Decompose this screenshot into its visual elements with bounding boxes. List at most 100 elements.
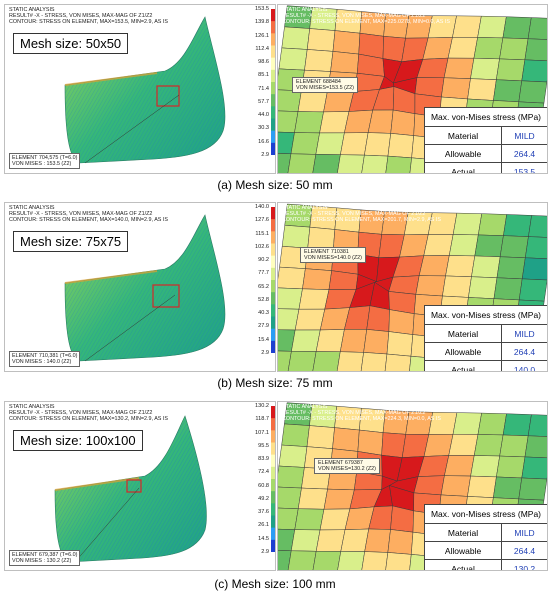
mesh-element bbox=[493, 277, 523, 301]
mesh-element bbox=[278, 444, 308, 468]
legend-tick-label: 16.6 bbox=[258, 138, 269, 145]
mesh-element bbox=[340, 528, 370, 552]
mesh-element bbox=[312, 550, 342, 570]
mesh-element bbox=[422, 37, 453, 60]
legend-tick-label: 71.4 bbox=[258, 85, 269, 92]
element-callout: ELEMENT 679387 VON MISES=130.2 (Z2) bbox=[314, 458, 380, 474]
legend-swatch bbox=[271, 418, 275, 431]
zoom-header: STATIC ANALYSIS RESULT# -X - STRESS, VON … bbox=[282, 205, 441, 223]
legend-tick-label: 44.0 bbox=[258, 112, 269, 119]
result-panel-a: STATIC ANALYSIS RESULT# -X - STRESS, VON … bbox=[4, 4, 548, 174]
mesh-element bbox=[468, 276, 498, 299]
mesh-element bbox=[477, 15, 507, 39]
legend-swatch bbox=[271, 82, 275, 95]
legend-swatch bbox=[271, 118, 275, 131]
legend-swatch bbox=[271, 304, 275, 317]
mesh-element bbox=[390, 109, 416, 136]
legend-swatch bbox=[271, 539, 275, 552]
mesh-element bbox=[415, 275, 446, 297]
mesh-size-label: Mesh size: 50x50 bbox=[13, 33, 129, 54]
mesh-element bbox=[312, 351, 341, 371]
highlight-box bbox=[156, 85, 180, 107]
analysis-header: STATIC ANALYSIS RESULT# -X - STRESS, VON … bbox=[9, 7, 168, 25]
legend-swatch bbox=[271, 243, 275, 256]
mesh-element bbox=[278, 47, 308, 71]
mesh-element bbox=[447, 37, 478, 59]
legend-tick-label: 2.9 bbox=[261, 350, 269, 356]
legend-swatch bbox=[271, 142, 275, 155]
legend-swatch bbox=[271, 267, 275, 281]
legend-tick-label: 130.2 bbox=[255, 403, 269, 409]
table-row: Allowable 264.4 bbox=[423, 541, 547, 560]
legend-tick-label: 15.4 bbox=[258, 336, 269, 343]
table-title: Max. von-Mises stress (MPa) bbox=[424, 305, 547, 325]
legend-swatch bbox=[271, 57, 275, 71]
legend-swatch bbox=[271, 466, 275, 480]
mesh-element bbox=[281, 26, 311, 50]
legend-swatch bbox=[271, 45, 275, 58]
mesh-element bbox=[330, 51, 359, 74]
mesh-element bbox=[470, 455, 500, 478]
mesh-element bbox=[387, 529, 414, 555]
mesh-element bbox=[381, 432, 407, 458]
mesh-element bbox=[493, 476, 523, 500]
mesh-element bbox=[278, 550, 292, 570]
mesh-element bbox=[290, 529, 321, 552]
mesh-element bbox=[323, 91, 355, 113]
color-legend: 140.0 127.6 115.1 102.6 90.2 77.7 65.2 52.8 40.3… bbox=[249, 204, 275, 356]
mesh-element bbox=[502, 16, 532, 39]
legend-swatch bbox=[271, 503, 275, 516]
caption-b: (b) Mesh size: 75 mm bbox=[217, 376, 333, 390]
legend-swatch bbox=[271, 442, 275, 455]
caption-a: (a) Mesh size: 50 mm bbox=[217, 178, 333, 192]
mesh-element bbox=[278, 153, 292, 173]
mesh-element bbox=[297, 487, 328, 510]
legend-tick-label: 112.4 bbox=[255, 45, 269, 52]
mesh-element bbox=[278, 266, 306, 290]
color-legend: 130.2 118.7 107.1 95.5 83.9 72.4 60.8 49.2 37.6 2… bbox=[249, 403, 275, 555]
mesh-element bbox=[390, 505, 414, 533]
mesh-element bbox=[521, 257, 547, 281]
mesh-element bbox=[281, 224, 311, 249]
mesh-element bbox=[386, 331, 414, 357]
mesh-element bbox=[442, 275, 472, 298]
legend-swatch bbox=[271, 328, 275, 342]
legend-swatch bbox=[271, 231, 275, 244]
mesh-element bbox=[384, 353, 412, 371]
mesh-element bbox=[287, 351, 317, 371]
mesh-element bbox=[502, 413, 532, 437]
mesh-element bbox=[418, 255, 450, 277]
hull-model-image bbox=[64, 214, 226, 362]
zoom-header: STATIC ANALYSIS RESULT# -X - STRESS, VON … bbox=[282, 7, 450, 25]
mesh-element bbox=[287, 153, 317, 173]
model-view: STATIC ANALYSIS RESULT# -X - STRESS, VON … bbox=[4, 202, 276, 372]
zoom-header: STATIC ANALYSIS RESULT# -X - STRESS, VON … bbox=[282, 404, 441, 422]
mesh-element bbox=[470, 57, 500, 80]
mesh-element bbox=[278, 89, 302, 112]
mesh-element bbox=[499, 235, 529, 259]
highlight-box bbox=[126, 479, 142, 493]
mesh-element bbox=[315, 132, 345, 155]
legend-tick-label: 115.1 bbox=[255, 230, 269, 237]
table-row: Material MILD bbox=[423, 324, 547, 343]
mesh-element bbox=[496, 256, 526, 280]
mesh-element bbox=[503, 214, 532, 237]
mesh-element bbox=[360, 352, 388, 371]
mesh-element bbox=[444, 455, 475, 477]
mesh-element bbox=[521, 456, 547, 480]
legend-tick-label: 127.6 bbox=[255, 217, 269, 224]
analysis-header: STATIC ANALYSIS RESULT# -X - STRESS, VON … bbox=[9, 205, 168, 223]
mesh-element bbox=[319, 508, 351, 531]
legend-tick-label: 65.2 bbox=[258, 283, 269, 290]
mesh-element bbox=[388, 275, 420, 295]
mesh-element bbox=[448, 234, 479, 257]
legend-tick-label: 83.9 bbox=[258, 456, 269, 463]
mesh-element bbox=[306, 28, 336, 52]
legend-swatch bbox=[271, 406, 275, 419]
legend-swatch bbox=[271, 9, 275, 22]
mesh-element bbox=[323, 488, 355, 510]
mesh-element bbox=[291, 329, 321, 352]
mesh-element bbox=[518, 477, 547, 501]
mesh-element bbox=[366, 305, 390, 332]
model-view: STATIC ANALYSIS RESULT# -X - STRESS, VON … bbox=[4, 4, 276, 174]
